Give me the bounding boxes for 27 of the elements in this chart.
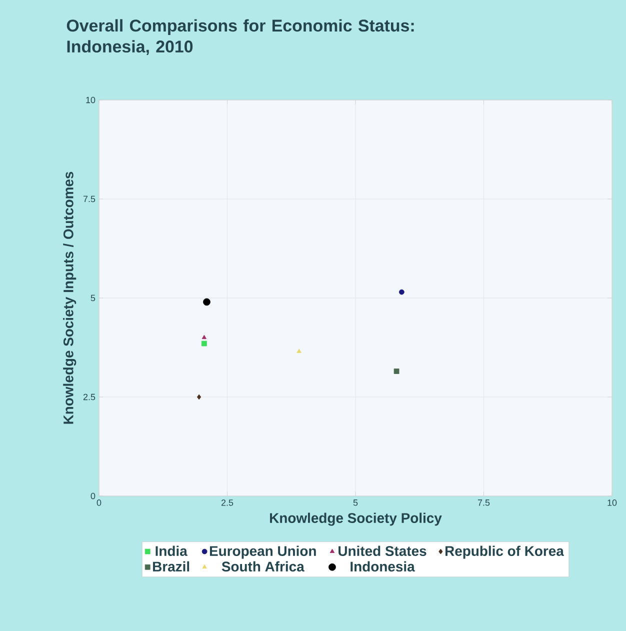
y-tick-label: 10	[86, 96, 96, 104]
point	[296, 348, 302, 353]
legend-label: United States	[338, 546, 426, 556]
point	[398, 289, 404, 295]
legend-label: India	[156, 546, 188, 556]
x-tick-label: 7.5	[478, 500, 490, 506]
x-tick-label: 0	[96, 500, 102, 506]
legend-label: European Union	[210, 546, 316, 559]
point	[196, 394, 202, 400]
point	[201, 340, 207, 346]
x-tick-label: 10	[608, 500, 617, 506]
y-tick-label: 7.5	[83, 196, 96, 202]
x-axis-title: Knowledge Society Policy	[270, 512, 442, 526]
legend-label: Republic of Korea	[445, 546, 564, 559]
y-tick-label: 2.5	[83, 394, 96, 400]
y-axis-title: Knowledge Society Inputs / Outcomes	[63, 172, 76, 424]
legend-label: South Africa	[222, 561, 304, 572]
legend-label: Brazil	[153, 561, 190, 572]
x-tick-label: 2.5	[221, 500, 234, 506]
point	[202, 334, 207, 340]
x-tick-label: 5	[353, 500, 358, 506]
point	[394, 368, 400, 374]
point	[203, 298, 210, 306]
chart-title: Overall Comparisons for Economic Status: Indonesia, 2010	[66, 19, 414, 56]
y-tick-label: 5	[90, 294, 96, 302]
legend-label: Indonesia	[350, 561, 415, 572]
y-tick-label: 0	[90, 492, 96, 500]
